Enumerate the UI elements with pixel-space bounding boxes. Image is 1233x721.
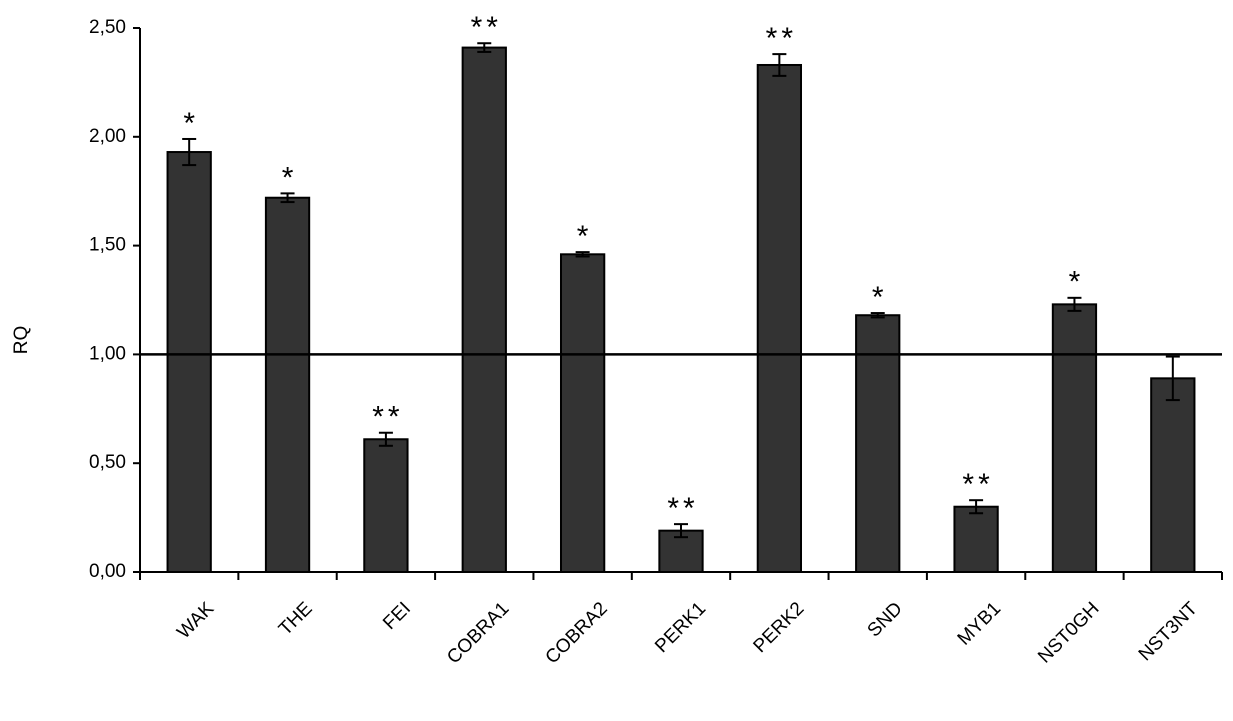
error-bar bbox=[477, 42, 492, 53]
error-bar bbox=[969, 499, 984, 515]
significance-mark: ** bbox=[471, 11, 502, 44]
y-tick-label: 2,50 bbox=[89, 17, 126, 38]
x-tick-label: MYB1 bbox=[954, 598, 1005, 649]
error-bar bbox=[870, 312, 885, 319]
x-tick-label: PERK2 bbox=[750, 598, 809, 657]
y-tick-label: 0,00 bbox=[89, 561, 126, 582]
x-tick-label: THE bbox=[275, 598, 317, 640]
significance-mark: ** bbox=[962, 468, 993, 501]
y-tick-label: 1,50 bbox=[89, 235, 126, 256]
significance-mark: * bbox=[872, 281, 888, 314]
bar bbox=[756, 63, 803, 573]
significance-mark: * bbox=[183, 107, 199, 140]
error-bar bbox=[378, 431, 393, 447]
significance-mark: ** bbox=[766, 22, 797, 55]
x-tick-label: SND bbox=[864, 598, 907, 641]
bar bbox=[166, 151, 212, 573]
significance-mark: ** bbox=[667, 492, 698, 525]
x-tick-label: PERK1 bbox=[651, 598, 710, 657]
significance-mark: ** bbox=[372, 401, 403, 434]
bar bbox=[1051, 303, 1098, 573]
x-tick-label: NST0GH bbox=[1034, 598, 1103, 667]
x-tick-label: NST3NT bbox=[1135, 598, 1202, 665]
significance-mark: * bbox=[1069, 266, 1085, 299]
error-bar bbox=[1165, 355, 1180, 402]
error-bar bbox=[575, 251, 590, 258]
error-bar bbox=[182, 137, 197, 167]
bar bbox=[559, 253, 606, 574]
x-tick-label: COBRA2 bbox=[542, 598, 612, 668]
bar bbox=[363, 438, 409, 573]
bar bbox=[1150, 377, 1196, 573]
x-tick-label: COBRA1 bbox=[443, 598, 513, 668]
error-bar bbox=[674, 523, 688, 539]
error-bar bbox=[772, 53, 787, 77]
error-bar bbox=[280, 192, 295, 204]
y-tick-label: 1,00 bbox=[89, 343, 126, 364]
error-bar bbox=[1067, 296, 1082, 312]
significance-mark: * bbox=[282, 161, 298, 194]
bar bbox=[264, 196, 311, 573]
x-tick-label: FEI bbox=[379, 598, 415, 634]
bar bbox=[953, 505, 999, 573]
y-tick-label: 0,50 bbox=[89, 452, 126, 473]
bar bbox=[855, 314, 901, 573]
y-tick-label: 2,00 bbox=[89, 126, 126, 147]
significance-mark: * bbox=[577, 220, 593, 253]
bar bbox=[461, 46, 507, 574]
y-axis-label: RQ bbox=[11, 326, 32, 355]
x-tick-label: WAK bbox=[173, 598, 218, 643]
